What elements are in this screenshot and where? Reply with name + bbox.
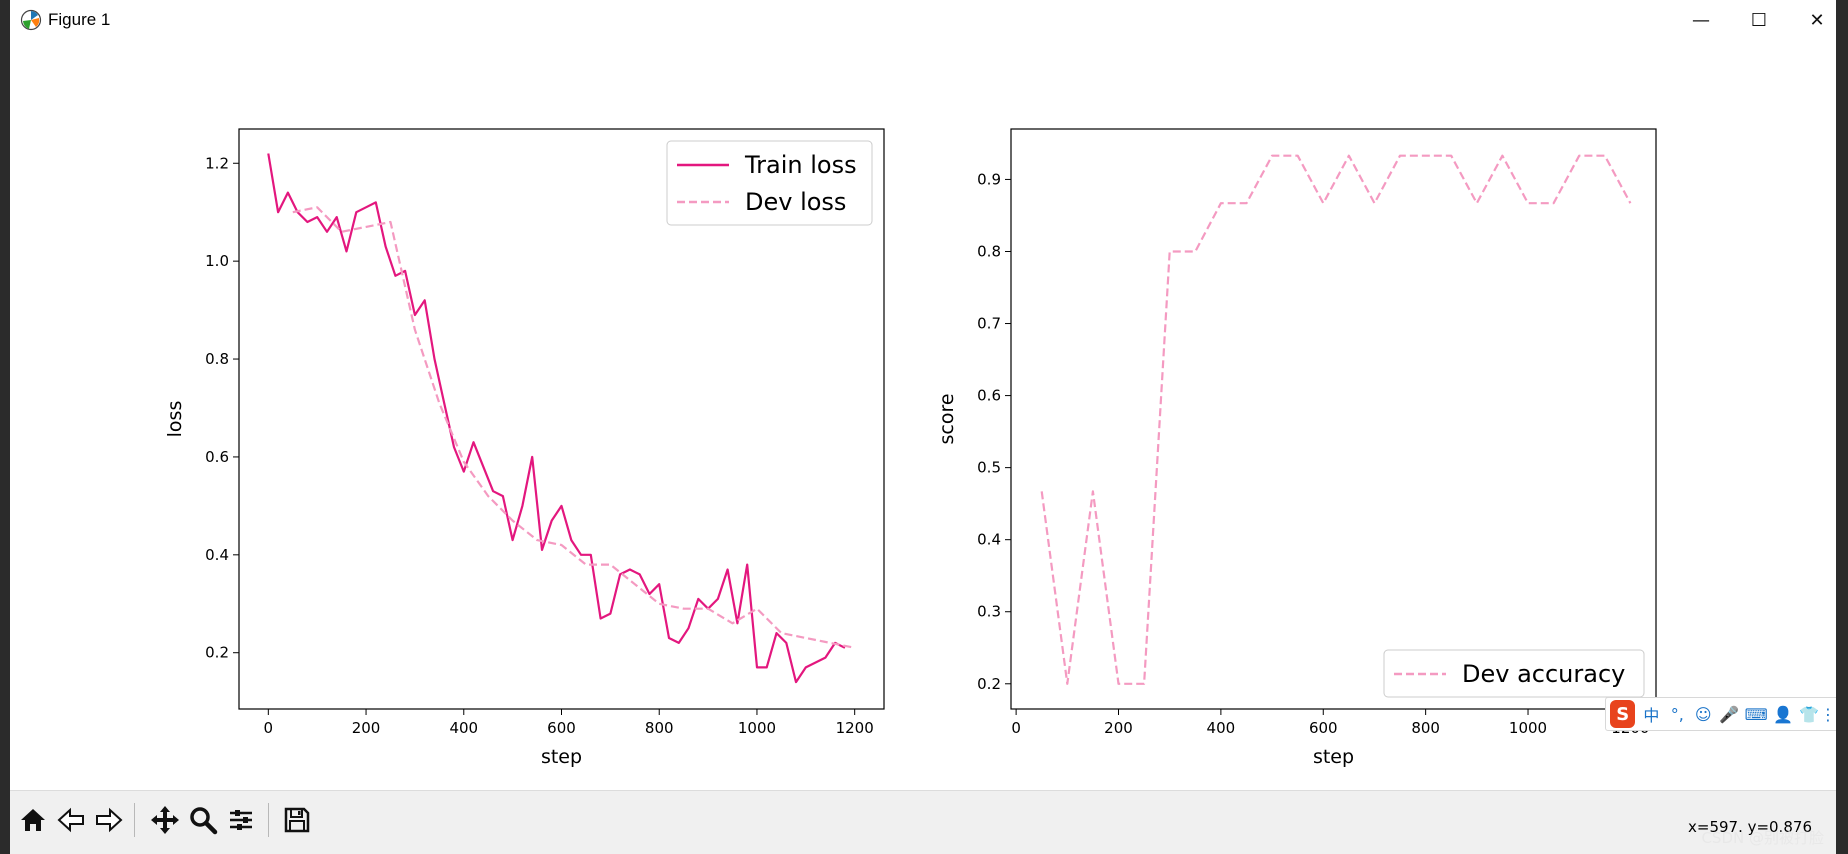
configure-subplots-icon <box>230 810 252 830</box>
x-tick-label: 400 <box>1207 719 1236 737</box>
y-tick-label: 0.9 <box>977 170 1001 188</box>
save-button[interactable] <box>278 801 316 839</box>
window-title: Figure 1 <box>48 10 111 29</box>
legend-label: Dev accuracy <box>1462 660 1625 688</box>
x-tick-label: 800 <box>1411 719 1440 737</box>
figure-window: Figure 1 — ☐ ✕ 0 200 400 600 800 1000 1200 0.2 0… <box>10 0 1836 854</box>
x-tick-label: 800 <box>645 719 674 737</box>
user-icon[interactable]: 👤 <box>1773 704 1794 724</box>
left-edge <box>0 0 10 854</box>
y-tick-label: 0.4 <box>977 531 1001 549</box>
series-line-dev-accuracy <box>1040 154 1632 685</box>
x-tick-label: 1000 <box>1509 719 1547 737</box>
grid-menu-icon[interactable]: ⋮⋮ <box>1820 704 1836 724</box>
series-line-dev-loss <box>292 206 855 649</box>
legend-box <box>1383 649 1645 698</box>
save-icon <box>284 807 310 833</box>
x-axis-label: step <box>1313 746 1354 768</box>
emoji-icon[interactable]: ☺ <box>1694 704 1712 724</box>
x-axis-label: step <box>541 746 582 768</box>
configure-subplots-button[interactable] <box>222 801 260 839</box>
figure-canvas[interactable]: 0 200 400 600 800 1000 1200 0.2 0.4 0.6 0.8 1.0 1.2 s… <box>10 40 1836 790</box>
punctuation-icon[interactable]: °, <box>1670 704 1684 724</box>
close-button[interactable]: ✕ <box>1809 9 1825 31</box>
maximize-button[interactable]: ☐ <box>1750 9 1768 31</box>
y-axis-label: loss <box>164 401 186 438</box>
x-tick-label: 1000 <box>738 719 776 737</box>
legend-label: Train loss <box>744 151 857 179</box>
ime-toolbar[interactable]: S 中 °, ☺ 🎤 ⌨ 👤 👕 ⋮⋮ <box>1605 697 1836 731</box>
toolbar-separator <box>134 803 135 837</box>
y-tick-label: 0.3 <box>977 603 1001 621</box>
x-tick-label: 400 <box>449 719 478 737</box>
navigation-toolbar: x=597. y=0.876 <box>10 790 1836 854</box>
chinese-mode-icon[interactable]: 中 <box>1643 706 1660 725</box>
x-tick-label: 200 <box>352 719 381 737</box>
title-bar: Figure 1 — ☐ ✕ <box>10 0 1836 40</box>
x-tick-label: 600 <box>1309 719 1338 737</box>
back-icon <box>57 807 84 833</box>
x-tick-label: 200 <box>1104 719 1133 737</box>
zoom-icon <box>190 807 218 835</box>
series-line-train-loss <box>267 153 846 684</box>
watermark: CSDN @别被打脸 <box>1701 829 1824 847</box>
sogou-logo-icon[interactable]: S <box>1610 700 1636 728</box>
axes-1: 0 200 400 600 800 1000 1200 0.2 0.4 0.6 0.8 1.0 1.2 s… <box>164 128 885 768</box>
axes-frame <box>1010 128 1657 710</box>
home-button[interactable] <box>14 801 52 839</box>
axes-2: 0200400600800100012000.20.30.40.50.60.70… <box>936 128 1657 768</box>
microphone-icon[interactable]: 🎤 <box>1719 704 1740 724</box>
forward-button[interactable] <box>90 801 128 839</box>
y-tick-label: 0.8 <box>205 350 229 368</box>
legend: Dev accuracy <box>1383 649 1645 698</box>
back-button[interactable] <box>52 801 90 839</box>
toolbar-separator <box>268 803 269 837</box>
minimize-button[interactable]: — <box>1692 9 1710 31</box>
pan-button[interactable] <box>146 801 184 839</box>
y-tick-label: 0.8 <box>977 242 1001 260</box>
x-tick-label: 0 <box>1011 719 1021 737</box>
y-tick-label: 0.7 <box>977 315 1001 333</box>
home-icon <box>21 809 45 831</box>
right-edge <box>1838 0 1848 854</box>
x-tick-label: 0 <box>264 719 274 737</box>
cursor-coordinates: x=597. y=0.876 <box>1688 818 1812 836</box>
y-axis-label: score <box>936 393 958 444</box>
matplotlib-icon <box>20 9 42 31</box>
pan-icon <box>151 806 179 834</box>
zoom-button[interactable] <box>184 801 222 839</box>
legend: Train loss Dev loss <box>666 140 873 226</box>
y-tick-label: 0.6 <box>205 448 229 466</box>
y-tick-label: 1.2 <box>205 154 229 172</box>
legend-box <box>666 140 873 226</box>
legend-label: Dev loss <box>745 188 846 216</box>
y-tick-label: 0.4 <box>205 546 229 564</box>
y-tick-label: 0.2 <box>205 644 229 662</box>
y-tick-label: 0.6 <box>977 387 1001 405</box>
skin-icon[interactable]: 👕 <box>1799 704 1819 724</box>
keyboard-icon[interactable]: ⌨ <box>1744 704 1768 724</box>
y-tick-label: 0.5 <box>977 459 1001 477</box>
x-tick-label: 1200 <box>836 719 874 737</box>
x-tick-label: 600 <box>547 719 576 737</box>
forward-icon <box>96 807 123 833</box>
y-tick-label: 0.2 <box>977 675 1001 693</box>
y-tick-label: 1.0 <box>205 252 229 270</box>
